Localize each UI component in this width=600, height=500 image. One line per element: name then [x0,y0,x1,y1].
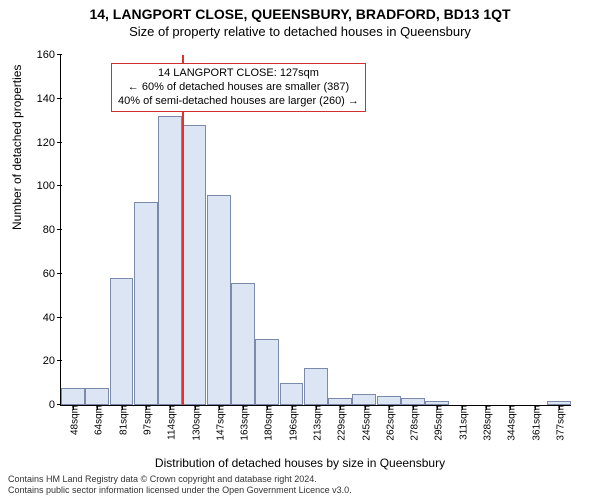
footer-line-1: Contains HM Land Registry data © Crown c… [8,474,352,485]
histogram-bar [207,195,231,405]
x-tick-label: 344sqm [503,405,518,441]
footer-line-2: Contains public sector information licen… [8,485,352,496]
x-tick-label: 81sqm [114,405,129,435]
y-tick-label: 140 [37,93,61,105]
x-tick-label: 295sqm [430,405,445,441]
x-tick-label: 377sqm [551,405,566,441]
x-tick-label: 48sqm [66,405,81,435]
y-tick-label: 120 [37,137,61,149]
y-tick-label: 60 [43,268,61,280]
histogram-bar [377,396,401,405]
y-tick-label: 40 [43,312,61,324]
histogram-bar [352,394,376,405]
histogram-bar [85,388,109,406]
histogram-bar [158,116,182,405]
y-tick-label: 160 [37,49,61,61]
histogram-bar [255,339,279,405]
y-tick-label: 80 [43,224,61,236]
histogram-bar [134,202,158,405]
x-tick-label: 97sqm [139,405,154,435]
x-tick-label: 245sqm [357,405,372,441]
chart-plot-area: 02040608010012014016048sqm64sqm81sqm97sq… [60,55,571,406]
chart-title-subtitle: Size of property relative to detached ho… [0,22,600,39]
histogram-bar [231,283,255,406]
histogram-bar [182,125,206,405]
annotation-line: ← 60% of detached houses are smaller (38… [118,81,359,95]
x-tick-label: 180sqm [260,405,275,441]
x-axis-label: Distribution of detached houses by size … [0,456,600,470]
x-tick-label: 262sqm [381,405,396,441]
footer-attribution: Contains HM Land Registry data © Crown c… [8,474,352,496]
histogram-bar [280,383,304,405]
chart-title-address: 14, LANGPORT CLOSE, QUEENSBURY, BRADFORD… [0,0,600,22]
x-tick-label: 130sqm [187,405,202,441]
x-tick-label: 163sqm [236,405,251,441]
x-tick-label: 361sqm [527,405,542,441]
annotation-line: 14 LANGPORT CLOSE: 127sqm [118,67,359,81]
y-tick-label: 0 [49,399,61,411]
annotation-line: 40% of semi-detached houses are larger (… [118,95,359,109]
x-tick-label: 64sqm [90,405,105,435]
y-tick-label: 100 [37,180,61,192]
x-tick-label: 328sqm [479,405,494,441]
y-tick-label: 20 [43,355,61,367]
histogram-bar [61,388,85,406]
x-tick-label: 311sqm [454,405,469,440]
x-tick-label: 114sqm [163,405,178,440]
x-tick-label: 196sqm [284,405,299,441]
y-axis-label: Number of detached properties [10,65,24,230]
x-tick-label: 278sqm [406,405,421,441]
histogram-bar [304,368,328,405]
annotation-box: 14 LANGPORT CLOSE: 127sqm← 60% of detach… [111,63,366,112]
x-tick-label: 229sqm [333,405,348,441]
x-tick-label: 147sqm [211,405,226,441]
x-tick-label: 213sqm [309,405,324,441]
histogram-bar [110,278,134,405]
